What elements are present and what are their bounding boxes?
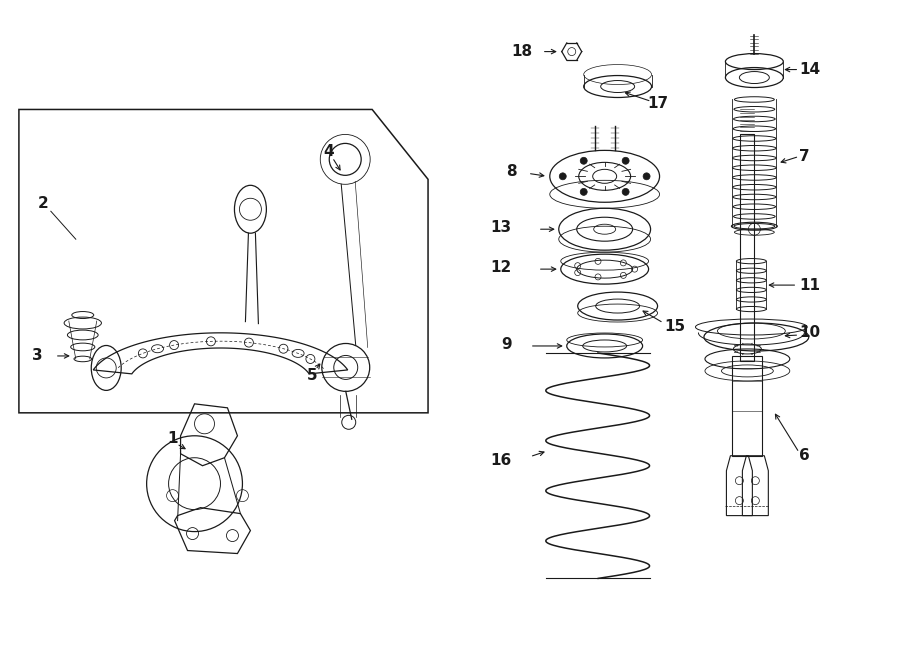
Text: 6: 6 <box>799 448 810 463</box>
Circle shape <box>644 173 650 180</box>
Circle shape <box>622 188 629 196</box>
Text: 2: 2 <box>38 196 49 211</box>
Text: 14: 14 <box>799 62 821 77</box>
Text: 16: 16 <box>491 453 512 468</box>
Text: 11: 11 <box>799 278 820 293</box>
Text: 13: 13 <box>491 219 512 235</box>
Text: 17: 17 <box>648 96 669 111</box>
Text: 3: 3 <box>32 348 43 364</box>
Text: 9: 9 <box>501 338 512 352</box>
Text: 4: 4 <box>323 144 334 159</box>
Text: 10: 10 <box>799 325 821 340</box>
Circle shape <box>559 173 566 180</box>
Text: 5: 5 <box>307 368 318 383</box>
Text: 8: 8 <box>507 164 517 179</box>
Text: 15: 15 <box>664 319 686 334</box>
Text: 18: 18 <box>511 44 533 59</box>
Text: 12: 12 <box>491 260 512 274</box>
Circle shape <box>580 188 587 196</box>
Circle shape <box>580 157 587 165</box>
Text: 7: 7 <box>799 149 810 164</box>
Circle shape <box>622 157 629 165</box>
Text: 1: 1 <box>167 431 178 446</box>
